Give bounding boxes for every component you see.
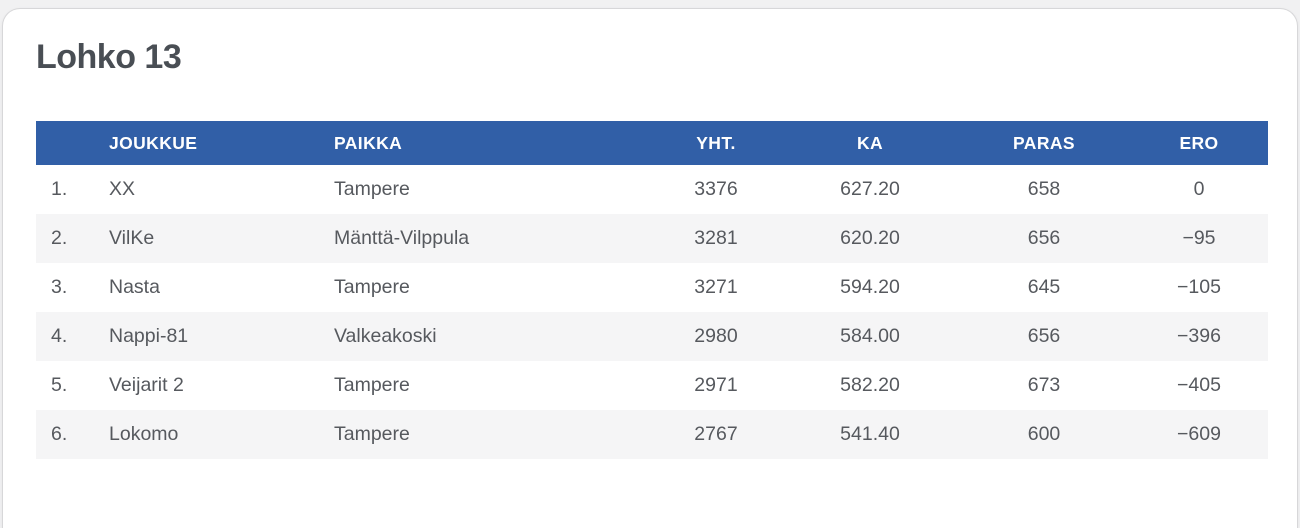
page-title: Lohko 13 bbox=[36, 38, 182, 76]
table-cell-joukkue: Nasta bbox=[109, 263, 334, 312]
table-row: 3. Nasta Tampere 3271 594.20 645 −105 bbox=[36, 263, 1268, 312]
column-header-rank bbox=[36, 121, 109, 165]
column-header-joukkue: JOUKKUE bbox=[109, 121, 334, 165]
table-cell-paikka: Mänttä-Vilppula bbox=[334, 214, 650, 263]
table-cell-ero: −609 bbox=[1130, 410, 1268, 459]
table-cell-paikka: Tampere bbox=[334, 361, 650, 410]
table-cell-yht: 3281 bbox=[650, 214, 782, 263]
table-row: 5. Veijarit 2 Tampere 2971 582.20 673 −405 bbox=[36, 361, 1268, 410]
table-cell-ka: 627.20 bbox=[782, 165, 958, 214]
table-cell-joukkue: Veijarit 2 bbox=[109, 361, 334, 410]
table-header-row: JOUKKUE PAIKKA YHT. KA PARAS ERO bbox=[36, 121, 1268, 165]
table-cell-paikka: Tampere bbox=[334, 165, 650, 214]
table-cell-ka: 584.00 bbox=[782, 312, 958, 361]
table-cell-paikka: Valkeakoski bbox=[334, 312, 650, 361]
table-cell-joukkue: Lokomo bbox=[109, 410, 334, 459]
table-row: 2. VilKe Mänttä-Vilppula 3281 620.20 656 −95 bbox=[36, 214, 1268, 263]
standings-card: Lohko 13 JOUKKUE PAIKKA YHT. KA PARAS ER… bbox=[2, 8, 1298, 528]
table-cell-ka: 582.20 bbox=[782, 361, 958, 410]
table-cell-paras: 656 bbox=[958, 312, 1130, 361]
table-cell-ka: 620.20 bbox=[782, 214, 958, 263]
table-cell-rank: 3. bbox=[36, 263, 109, 312]
table-cell-ero: −105 bbox=[1130, 263, 1268, 312]
column-header-ka: KA bbox=[782, 121, 958, 165]
table-cell-yht: 2767 bbox=[650, 410, 782, 459]
column-header-yht: YHT. bbox=[650, 121, 782, 165]
table-cell-rank: 2. bbox=[36, 214, 109, 263]
table-cell-ero: 0 bbox=[1130, 165, 1268, 214]
table-cell-rank: 1. bbox=[36, 165, 109, 214]
table-cell-yht: 3271 bbox=[650, 263, 782, 312]
table-cell-paras: 673 bbox=[958, 361, 1130, 410]
table-row: 1. XX Tampere 3376 627.20 658 0 bbox=[36, 165, 1268, 214]
table-cell-ero: −405 bbox=[1130, 361, 1268, 410]
table-cell-yht: 2971 bbox=[650, 361, 782, 410]
table-cell-ero: −95 bbox=[1130, 214, 1268, 263]
table-cell-joukkue: Nappi-81 bbox=[109, 312, 334, 361]
table-cell-paras: 645 bbox=[958, 263, 1130, 312]
table-cell-yht: 3376 bbox=[650, 165, 782, 214]
table-cell-ero: −396 bbox=[1130, 312, 1268, 361]
table-cell-rank: 4. bbox=[36, 312, 109, 361]
table-cell-yht: 2980 bbox=[650, 312, 782, 361]
table-header: JOUKKUE PAIKKA YHT. KA PARAS ERO bbox=[36, 121, 1268, 165]
table-cell-paras: 600 bbox=[958, 410, 1130, 459]
column-header-paras: PARAS bbox=[958, 121, 1130, 165]
table-body: 1. XX Tampere 3376 627.20 658 0 2. VilKe Mänttä-V… bbox=[36, 165, 1268, 459]
table-cell-ka: 594.20 bbox=[782, 263, 958, 312]
table-cell-joukkue: XX bbox=[109, 165, 334, 214]
standings-table: JOUKKUE PAIKKA YHT. KA PARAS ERO 1. XX Tam… bbox=[36, 121, 1268, 459]
column-header-paikka: PAIKKA bbox=[334, 121, 650, 165]
table-row: 4. Nappi-81 Valkeakoski 2980 584.00 656 −396 bbox=[36, 312, 1268, 361]
table-cell-paras: 658 bbox=[958, 165, 1130, 214]
table-cell-rank: 5. bbox=[36, 361, 109, 410]
table-cell-ka: 541.40 bbox=[782, 410, 958, 459]
table-row: 6. Lokomo Tampere 2767 541.40 600 −609 bbox=[36, 410, 1268, 459]
column-header-ero: ERO bbox=[1130, 121, 1268, 165]
table-cell-paras: 656 bbox=[958, 214, 1130, 263]
table-cell-rank: 6. bbox=[36, 410, 109, 459]
table-cell-joukkue: VilKe bbox=[109, 214, 334, 263]
table-cell-paikka: Tampere bbox=[334, 263, 650, 312]
table-cell-paikka: Tampere bbox=[334, 410, 650, 459]
